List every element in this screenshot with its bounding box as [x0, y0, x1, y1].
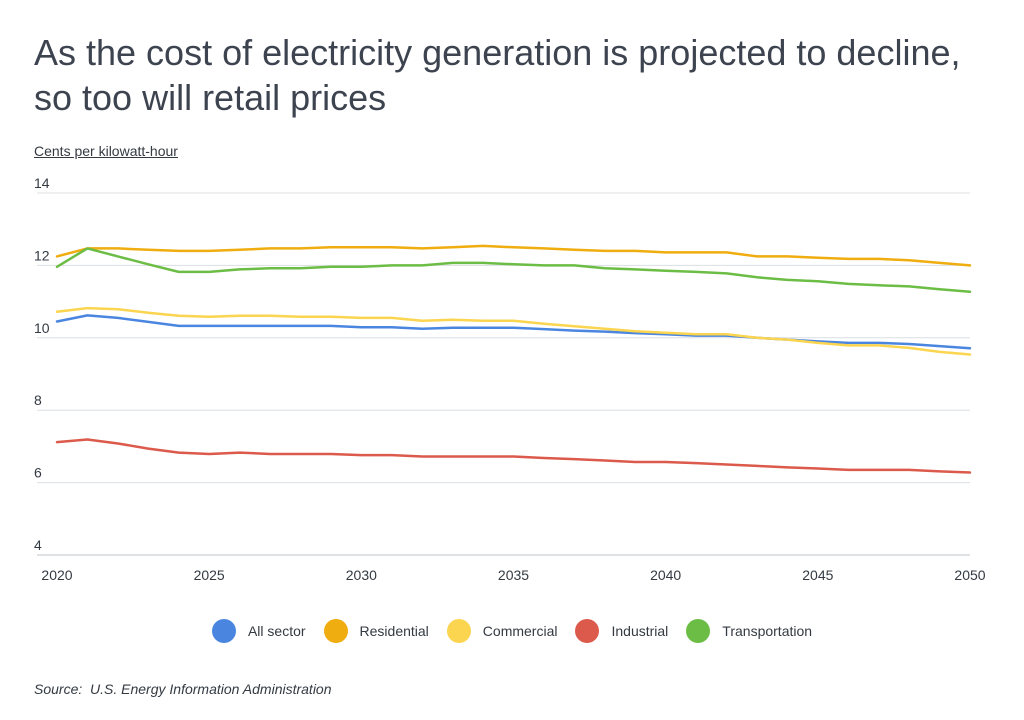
legend-label-all-sector: All sector — [247, 623, 306, 639]
legend-swatch-commercial — [446, 619, 471, 643]
legend-item-commercial: Commercial — [446, 619, 558, 643]
y-axis-unit-label: Cents per kilowatt-hour — [34, 143, 178, 159]
y-tick-label: 14 — [34, 175, 50, 191]
legend-label-residential: Residential — [359, 623, 429, 639]
legend-label-commercial: Commercial — [482, 623, 558, 639]
source-label: Source: — [34, 681, 83, 697]
y-tick-label: 4 — [34, 537, 42, 553]
source-text: U.S. Energy Information Administration — [90, 681, 332, 697]
series-line-industrial — [55, 438, 972, 474]
legend-item-residential: Residential — [323, 619, 429, 643]
y-tick-label: 12 — [34, 247, 50, 263]
line-chart: 4 6 8 10 12 14 2020 2025 2030 2035 2040 2045 2050 — [34, 175, 986, 583]
legend-swatch-industrial — [575, 619, 600, 643]
y-tick-label: 8 — [34, 392, 42, 408]
x-tick-label: 2020 — [41, 567, 72, 583]
y-tick-label: 6 — [34, 465, 42, 481]
legend-swatch-transportation — [686, 619, 711, 643]
source-note: Source: U.S. Energy Information Administ… — [34, 681, 332, 697]
legend-swatch-residential — [323, 619, 348, 643]
x-tick-label: 2030 — [346, 567, 377, 583]
series-line-all-sector — [55, 314, 972, 350]
legend-item-all-sector: All sector — [211, 619, 306, 643]
chart-legend: All sector Residential Commercial Industria… — [0, 619, 1024, 643]
x-tick-label: 2035 — [498, 567, 529, 583]
legend-item-industrial: Industrial — [575, 619, 668, 643]
x-tick-label: 2050 — [954, 567, 985, 583]
series-line-transportation — [55, 247, 972, 294]
legend-label-industrial: Industrial — [611, 623, 669, 639]
legend-item-transportation: Transportation — [686, 619, 812, 643]
x-tick-label: 2040 — [650, 567, 681, 583]
y-tick-label: 10 — [34, 320, 50, 336]
x-tick-label: 2025 — [194, 567, 225, 583]
x-tick-label: 2045 — [802, 567, 833, 583]
chart-title: As the cost of electricity generation is… — [34, 32, 961, 118]
legend-label-transportation: Transportation — [722, 623, 813, 639]
legend-swatch-all-sector — [211, 619, 236, 643]
series-line-commercial — [55, 306, 972, 356]
series-line-residential — [55, 244, 972, 267]
